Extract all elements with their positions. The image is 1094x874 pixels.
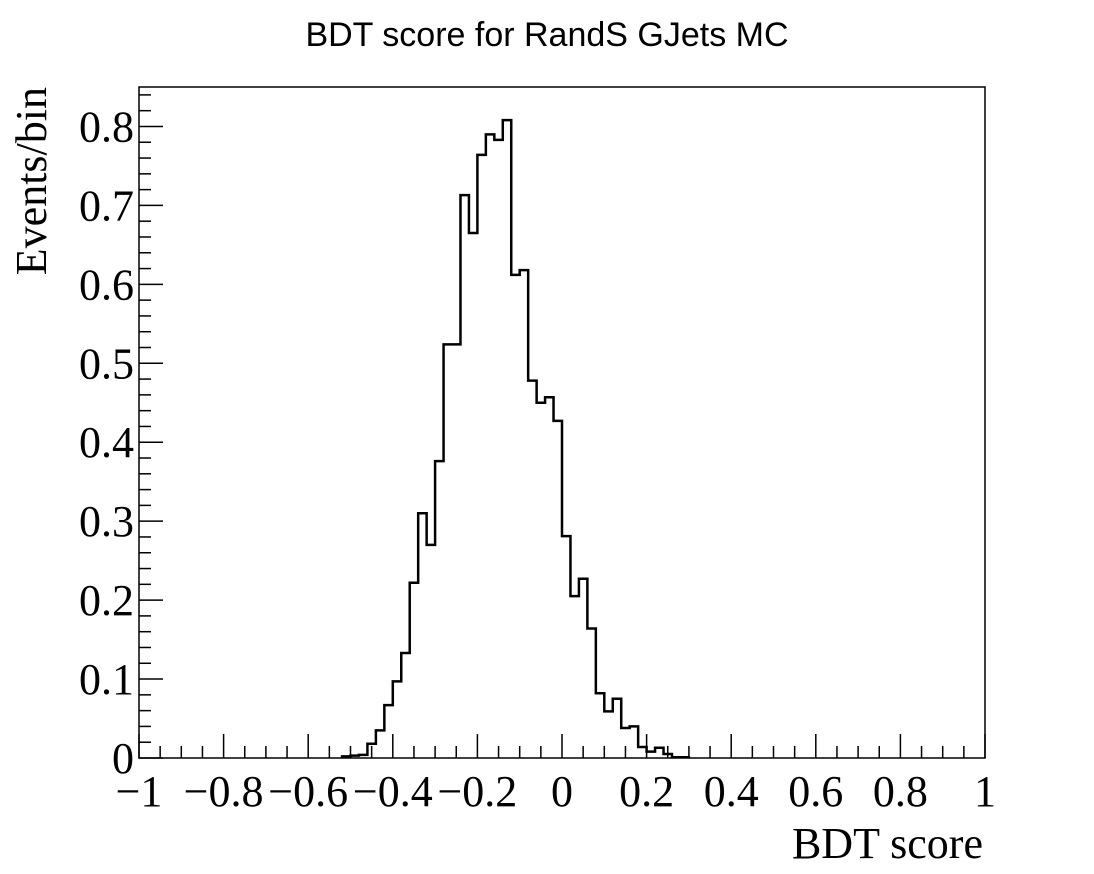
histogram-bin (452, 344, 460, 758)
y-tick-label: 0.3 (79, 497, 134, 546)
y-tick-label: 0.1 (79, 655, 134, 704)
x-axis-label: BDT score (792, 819, 983, 868)
histogram-bin (427, 545, 435, 758)
histogram-bin (528, 381, 536, 758)
histogram-bin (587, 629, 595, 758)
histogram-bin (579, 579, 587, 758)
y-tick-label: 0.6 (79, 260, 134, 309)
histogram-bin (410, 583, 418, 758)
histogram-bin (520, 270, 528, 758)
y-axis-tick-labels: 0 0.1 0.2 0.3 0.4 0.5 0.6 0.7 0.8 (79, 102, 134, 783)
histogram-bins (342, 120, 689, 758)
y-tick-label: 0.4 (79, 418, 134, 467)
histogram-bin (554, 421, 562, 758)
histogram-bin (511, 275, 519, 758)
x-tick-label: 1 (974, 767, 996, 816)
histogram-bin (494, 140, 502, 758)
y-tick-label: 0.8 (79, 102, 134, 151)
x-tick-label: −1 (116, 767, 163, 816)
histogram-bin (503, 120, 511, 758)
x-tick-label: −0.6 (268, 767, 348, 816)
histogram-bin (655, 748, 663, 758)
histogram-bin (596, 693, 604, 758)
histogram-bin (630, 726, 638, 758)
y-tick-label: 0.2 (79, 576, 134, 625)
x-axis-tick-labels: −1 −0.8 −0.6 −0.4 −0.2 0 0.2 0.4 0.6 0.8 1 (116, 767, 996, 816)
histogram-bin (435, 461, 443, 758)
histogram-bin (604, 711, 612, 758)
histogram-bin (401, 653, 409, 758)
x-tick-label: 0 (551, 767, 573, 816)
histogram-bin (460, 195, 468, 758)
y-axis-label: Events/bin (7, 87, 56, 275)
y-axis-ticks (139, 94, 163, 759)
x-tick-label: −0.2 (437, 767, 517, 816)
x-tick-label: −0.4 (353, 767, 433, 816)
x-tick-label: 0.8 (873, 767, 928, 816)
histogram-bin (613, 699, 621, 758)
histogram-bin (376, 730, 384, 758)
histogram-bin (469, 233, 477, 758)
histogram-bin (486, 134, 494, 758)
histogram-bin (477, 155, 485, 758)
histogram-bin (384, 705, 392, 758)
x-tick-label: 0.2 (619, 767, 674, 816)
histogram-bin (418, 513, 426, 758)
y-tick-label: 0.5 (79, 339, 134, 388)
histogram-bin (545, 397, 553, 758)
y-tick-label: 0 (112, 734, 134, 783)
histogram-bin (393, 681, 401, 758)
histogram-outline (340, 118, 691, 759)
x-tick-label: 0.4 (704, 767, 759, 816)
x-tick-label: 0.6 (788, 767, 843, 816)
histogram-bin (444, 344, 452, 758)
histogram-bin (537, 403, 545, 758)
chart-title: BDT score for RandS GJets MC (305, 16, 788, 54)
histogram-bin (562, 536, 570, 758)
y-tick-label: 0.7 (79, 181, 134, 230)
histogram-bin (638, 747, 646, 758)
x-axis-ticks (138, 734, 986, 758)
x-tick-label: −0.8 (184, 767, 264, 816)
histogram-bin (570, 596, 578, 758)
